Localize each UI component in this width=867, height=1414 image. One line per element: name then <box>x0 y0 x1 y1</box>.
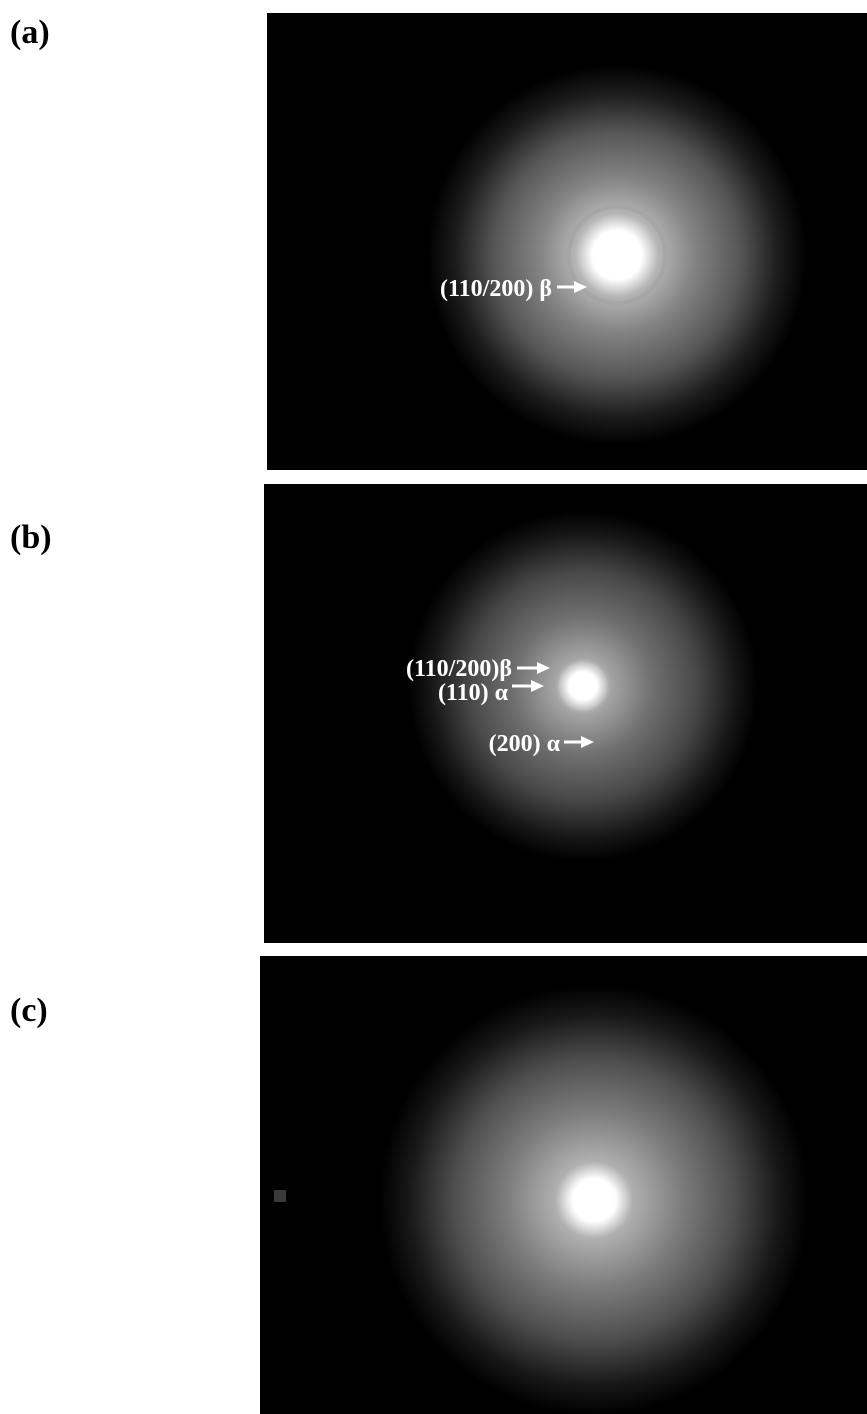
annotation: (200) α <box>489 731 561 757</box>
panel-label: (c) <box>10 992 48 1029</box>
figure: (a) (110/200) β (b) (110/200)β (110) α (… <box>0 0 867 1414</box>
diffraction-halo <box>260 956 867 1414</box>
panel-b: (b) (110/200)β (110) α (200) α <box>10 484 867 943</box>
panel-a: (a) (110/200) β <box>10 13 867 470</box>
artifact <box>274 1190 286 1202</box>
diffraction-halo <box>264 484 867 943</box>
annotation: (110/200)β <box>406 656 512 682</box>
annotation: (110) α <box>438 680 509 706</box>
diffraction-halo <box>267 13 867 470</box>
panel-label: (b) <box>10 519 52 556</box>
panel-c: (c) <box>10 956 867 1414</box>
annotation: (110/200) β <box>440 276 552 302</box>
panel-label: (a) <box>10 14 50 51</box>
